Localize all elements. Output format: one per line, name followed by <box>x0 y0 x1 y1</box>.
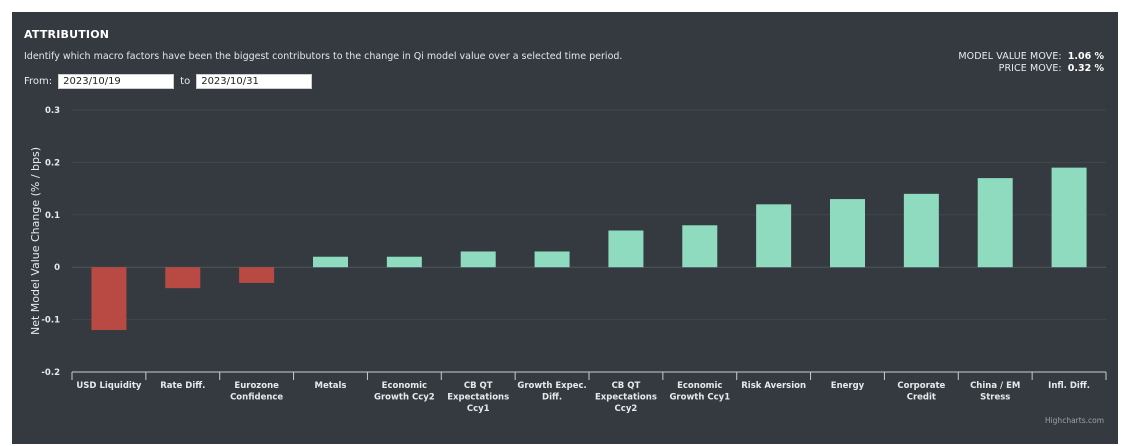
bar-energy <box>830 199 865 268</box>
price-move-value: 0.32 % <box>1067 63 1104 74</box>
x-tick-label: Risk Aversion <box>741 381 806 391</box>
model-value-move-label: MODEL VALUE MOVE: <box>958 51 1062 62</box>
x-tick-label: CB QT Expectations Ccy1 <box>447 381 509 414</box>
attribution-bar-chart: -0.2 -0.1 0 0.1 0.2 0.3 Net Model Value Change… <box>29 106 1107 414</box>
x-tick-label: Growth Expec. Diff. <box>517 381 586 403</box>
bar-growth-expec-diff- <box>534 251 570 268</box>
from-label: From: <box>24 76 53 87</box>
bar-infl-diff- <box>1051 167 1087 268</box>
y-tick-label: -0.1 <box>41 316 60 326</box>
x-tick-label: Rate Diff. <box>160 381 205 391</box>
model-value-move-row: MODEL VALUE MOVE: 1.06 % <box>958 51 1104 63</box>
bar-economic-growth-ccy1 <box>682 225 718 268</box>
bar-china-em-stress <box>977 178 1013 268</box>
x-tick-label: Economic Growth Ccy1 <box>669 381 730 403</box>
model-value-move-value: 1.06 % <box>1067 51 1104 62</box>
y-tick-label: 0.2 <box>45 158 60 168</box>
date-range: From: to <box>24 74 318 89</box>
bar-economic-growth-ccy2 <box>386 256 422 268</box>
panel-title: ATTRIBUTION <box>24 28 110 41</box>
bar-cb-qt-expectations-ccy1 <box>460 251 496 268</box>
to-label: to <box>180 76 191 87</box>
bar-rate-diff- <box>165 267 201 289</box>
bar-metals <box>313 256 348 268</box>
panel-subtitle: Identify which macro factors have been t… <box>24 51 623 62</box>
y-tick-label: 0.3 <box>45 106 60 116</box>
y-tick-label: 0.1 <box>45 211 60 221</box>
bar-corporate-credit <box>903 193 939 268</box>
x-tick-label: Energy <box>831 381 865 391</box>
y-tick-label: 0 <box>54 263 60 273</box>
y-axis-title: Net Model Value Change (% / bps) <box>29 147 42 335</box>
x-tick-label: USD Liquidity <box>76 381 141 391</box>
price-move-label: PRICE MOVE: <box>998 63 1062 74</box>
highcharts-credits[interactable]: Highcharts.com <box>1044 416 1104 425</box>
price-move-row: PRICE MOVE: 0.32 % <box>958 63 1104 75</box>
x-tick-label: Eurozone Confidence <box>230 381 283 403</box>
attribution-panel: ATTRIBUTION Identify which macro factors… <box>12 12 1118 444</box>
to-date-input[interactable] <box>196 74 313 89</box>
bar-risk-aversion <box>756 204 792 268</box>
bar-usd-liquidity <box>91 267 127 331</box>
y-tick-label: -0.2 <box>41 368 60 378</box>
x-tick-label: China / EM Stress <box>970 381 1020 403</box>
x-tick-label: CB QT Expectations Ccy2 <box>595 381 657 414</box>
x-tick-label: Metals <box>315 381 347 391</box>
x-tick-label: Infl. Diff. <box>1048 381 1090 391</box>
from-date-input[interactable] <box>58 74 175 89</box>
x-tick-label: Corporate Credit <box>897 381 945 403</box>
bar-eurozone-confidence <box>239 267 275 283</box>
x-tick-label: Economic Growth Ccy2 <box>374 381 435 403</box>
bar-cb-qt-expectations-ccy2 <box>608 230 644 268</box>
summary-box: MODEL VALUE MOVE: 1.06 % PRICE MOVE: 0.32 … <box>958 51 1104 75</box>
